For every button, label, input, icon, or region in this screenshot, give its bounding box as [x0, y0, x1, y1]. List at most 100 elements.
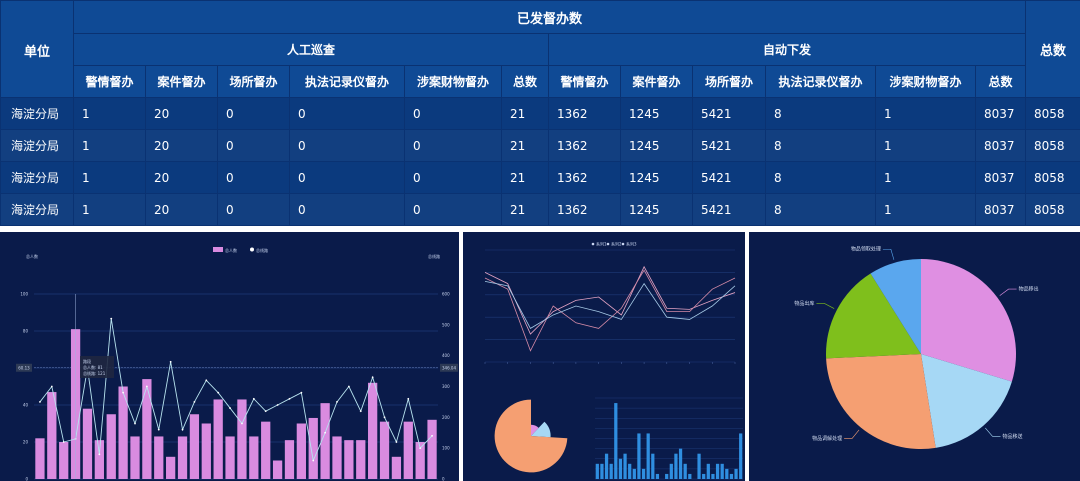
unit-cell: 海淀分局	[0, 97, 74, 130]
bar	[595, 463, 599, 479]
pie-label: 物品出库	[794, 300, 814, 307]
table-row: 海淀分局 1 20 0 0 0 21 1362 1245 5421 8 1 8037 8058	[0, 97, 1080, 130]
bar	[177, 436, 188, 479]
bar	[201, 423, 211, 479]
bar	[344, 440, 354, 479]
line-point	[110, 317, 113, 320]
value-cell: 1362	[548, 161, 621, 194]
multi-chart: 系列1 系列2 系列3	[484, 241, 743, 480]
bar	[261, 421, 271, 479]
bar	[604, 453, 609, 479]
value-cell: 8	[765, 193, 876, 226]
tooltip-box	[80, 356, 114, 378]
column-header: 警情督办	[73, 65, 146, 98]
bar	[739, 433, 743, 479]
pie-slice	[921, 354, 1012, 448]
line-point	[229, 407, 231, 409]
value-cell: 0	[404, 193, 502, 226]
y-tick-label: 40	[23, 403, 29, 408]
unit-cell: 海淀分局	[0, 161, 74, 194]
group-auto-header: 自动下发	[547, 33, 1027, 66]
value-cell: 8037	[974, 129, 1027, 162]
bar	[356, 440, 366, 479]
bar	[688, 473, 692, 479]
bar	[379, 421, 390, 479]
y-tick-label: 100	[20, 292, 28, 297]
group-manual-header: 人工巡查	[73, 33, 549, 66]
bar	[628, 463, 632, 479]
bar	[249, 436, 259, 479]
value-cell: 8	[765, 161, 876, 194]
legend-swatch-people	[213, 247, 223, 252]
value-cell: 1245	[620, 161, 693, 194]
bar	[154, 436, 164, 479]
bar	[725, 468, 729, 479]
y2-axis-title: 总线路	[428, 253, 440, 259]
table-row: 海淀分局 1 20 0 0 0 21 1362 1245 5421 8 1 8037 8058	[0, 193, 1080, 226]
column-header: 涉案财物督办	[404, 65, 502, 98]
line-point	[39, 401, 41, 403]
bar	[697, 453, 701, 479]
bar	[646, 433, 650, 479]
bar	[368, 382, 378, 479]
bar	[166, 456, 176, 479]
y2-tick-label: 300	[442, 384, 450, 389]
bar	[651, 453, 655, 479]
line-point	[312, 459, 315, 462]
line-point	[145, 385, 148, 388]
value-cell: 8037	[974, 161, 1027, 194]
unit-cell: 海淀分局	[0, 193, 74, 226]
bar	[618, 458, 623, 479]
bar	[609, 463, 613, 479]
column-header: 场所督办	[692, 65, 766, 98]
table-row: 海淀分局 1 20 0 0 0 21 1362 1245 5421 8 1 8037 8058	[0, 129, 1080, 162]
y-tick-label: 20	[23, 440, 29, 445]
line-point	[252, 397, 255, 400]
bar	[711, 473, 715, 479]
line-point	[383, 416, 386, 419]
value-cell: 0	[404, 97, 502, 130]
value-cell: 5421	[692, 193, 766, 226]
bar	[655, 473, 660, 479]
line-point	[395, 441, 398, 443]
y-tick-label: 0	[25, 477, 28, 481]
line-point	[359, 410, 362, 413]
marker-label-left: 60.13	[18, 365, 30, 370]
pie-leader	[816, 303, 835, 309]
tooltip-line: 总线路: 121	[83, 370, 106, 376]
value-cell: 21	[501, 161, 549, 194]
line-point	[324, 431, 327, 434]
y2-tick-label: 200	[442, 415, 450, 420]
value-cell: 5421	[692, 97, 766, 130]
value-cell: 21	[501, 193, 549, 226]
legend-label: 系列3	[626, 241, 637, 247]
line-point	[193, 401, 196, 403]
value-cell: 1	[73, 161, 146, 194]
value-cell: 1362	[548, 129, 621, 162]
column-header: 执法记录仪督办	[765, 65, 876, 98]
bar-line-chart-panel: 总人数总线路总人数总线路0204060801000100200300400500…	[0, 232, 459, 481]
pie-leader	[999, 288, 1017, 296]
line-point	[122, 391, 125, 394]
legend-swatch-lines	[250, 247, 254, 252]
line-point	[300, 391, 303, 394]
value-cell: 8	[765, 129, 876, 162]
value-cell: 20	[145, 97, 218, 130]
pie-slice	[531, 424, 539, 436]
bar	[59, 442, 69, 479]
value-cell: 1	[73, 193, 146, 226]
column-header: 总数	[501, 65, 549, 98]
pie-leader	[882, 248, 895, 260]
bar	[94, 440, 104, 479]
legend-label: 系列1	[596, 241, 607, 247]
value-cell: 20	[145, 193, 218, 226]
bar	[308, 417, 318, 479]
divider	[0, 226, 1080, 232]
bar	[213, 399, 223, 479]
bar	[641, 468, 646, 479]
legend-dot	[606, 242, 610, 246]
bar	[106, 414, 116, 479]
table-row: 海淀分局 1 20 0 0 0 21 1362 1245 5421 8 1 8037 8058	[0, 161, 1080, 194]
value-cell: 5421	[692, 161, 766, 194]
value-cell: 0	[217, 129, 290, 162]
